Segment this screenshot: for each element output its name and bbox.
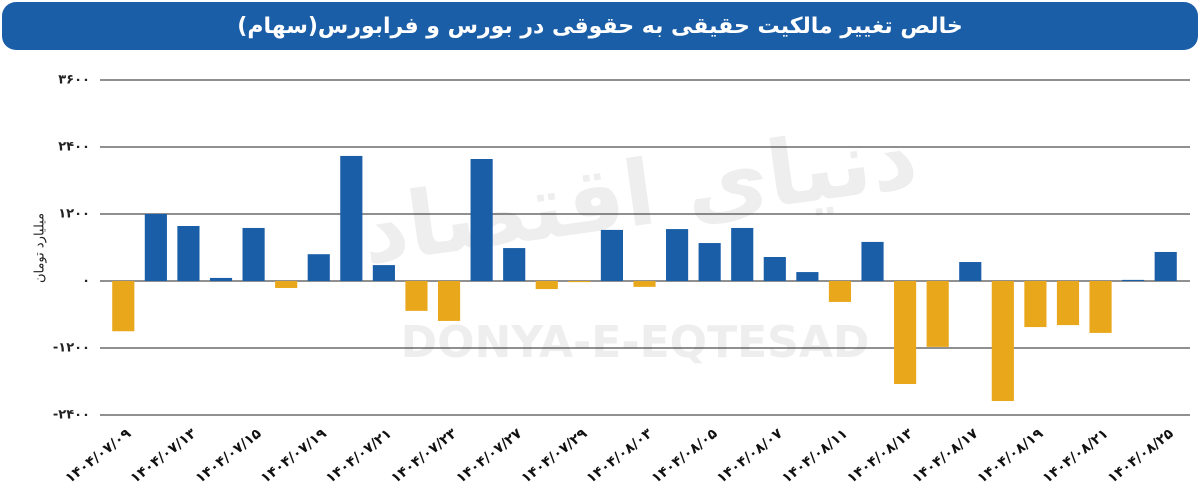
bar [1056,281,1080,326]
x-tick-label: ۱۴۰۴/۰۸/۲۱ [1040,426,1112,487]
bar [861,241,884,281]
bar [568,281,591,283]
bar [1122,279,1145,281]
bar [242,227,265,281]
y-tick-label: -۲۴۰۰ [53,408,90,423]
bar [535,281,558,290]
bar [275,281,298,288]
watermark: DONYA-E-EQTESAD [401,317,870,368]
y-tick-label: ۳۶۰۰ [58,73,90,88]
x-tick-label: ۱۴۰۴/۰۸/۲۵ [1105,425,1177,486]
bar [698,243,721,281]
chart-title: خالص تغییر مالکیت حقیقی به حقوقی در بورس… [237,14,962,39]
bar [926,281,949,347]
bar [503,248,526,281]
bar [340,155,363,281]
bar [1089,281,1112,333]
bar [144,214,167,281]
title-banner [2,2,1198,50]
x-tick-label: ۱۴۰۴/۰۷/۱۳ [128,425,200,486]
bar [666,229,689,281]
y-axis-label: میلیارد تومان [33,213,48,283]
y-tick-label: ۲۴۰۰ [58,140,90,155]
bar [209,277,233,281]
bar [600,229,623,281]
y-tick-label: -۱۲۰۰ [53,341,90,356]
x-tick-label: ۱۴۰۴/۰۷/۲۹ [518,425,590,486]
x-tick-label: ۱۴۰۴/۰۷/۱۹ [258,425,330,486]
x-tick-label: ۱۴۰۴/۰۷/۰۹ [62,425,134,486]
x-tick-label: ۱۴۰۴/۰۷/۲۱ [323,426,395,487]
x-tick-label: ۱۴۰۴/۰۷/۱۵ [193,425,265,486]
x-tick-label: ۱۴۰۴/۰۸/۰۳ [584,425,656,486]
x-tick-label: ۱۴۰۴/۰۸/۱۱ [779,426,851,487]
bar [633,281,656,287]
watermark: دنیای اقتصاد [355,104,924,286]
bar [112,281,135,332]
bar [405,281,428,311]
bar [763,256,786,281]
bar [372,265,395,281]
x-tick-label: ۱۴۰۴/۰۸/۱۷ [909,425,981,486]
bar [1024,281,1047,328]
x-tick-label: ۱۴۰۴/۰۸/۱۹ [975,425,1047,486]
bar [796,272,819,281]
bar [894,281,917,385]
bar [828,281,852,302]
x-tick-label: ۱۴۰۴/۰۸/۱۳ [844,425,916,486]
bar [1154,251,1177,281]
bar [470,159,493,281]
bar [991,281,1014,402]
bar [307,254,330,281]
x-tick-label: ۱۴۰۴/۰۷/۲۷ [453,425,525,486]
x-tick-label: ۱۴۰۴/۰۸/۰۵ [649,425,721,486]
bar [437,281,461,321]
bar [959,262,982,281]
y-tick-label: ۰ [82,274,90,289]
x-tick-label: ۱۴۰۴/۰۸/۰۷ [714,425,786,486]
x-tick-label: ۱۴۰۴/۰۷/۲۳ [388,425,460,486]
bar [731,227,754,281]
bar [177,226,200,281]
y-tick-label: ۱۲۰۰ [58,207,90,222]
